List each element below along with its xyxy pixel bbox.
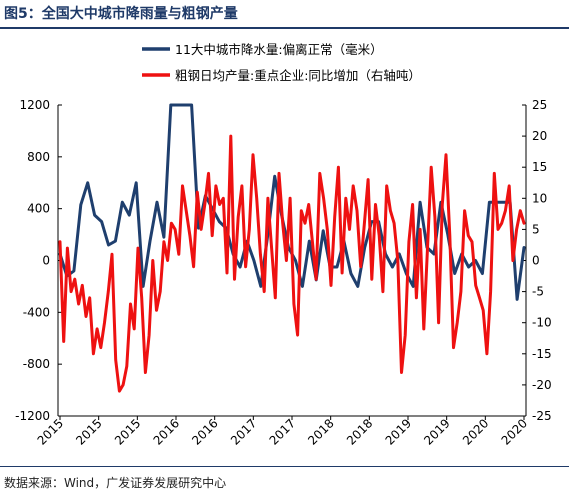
legend-label-rainfall: 11大中城市降水量:偏离正常（毫米） (175, 42, 383, 57)
x-tick-label: 2018 (305, 416, 336, 447)
x-axis-tick-labels: 2015 2015 2015 2016 2016 2017 2017 2018 2018 2019… (35, 416, 530, 448)
right-tick-label: 20 (532, 129, 547, 143)
title-divider (0, 27, 569, 29)
x-tick-label: 2019 (383, 416, 414, 447)
x-tick-label: 2016 (189, 416, 220, 447)
x-tick-label: 2016 (151, 416, 182, 447)
x-tick-label: 2019 (421, 416, 452, 447)
x-tick-label: 2020 (499, 416, 530, 447)
left-tick-label: 0 (42, 254, 50, 268)
dual-axis-line-chart: 11大中城市降水量:偏离正常（毫米） 粗钢日均产量:重点企业:同比增加（右轴吨）… (15, 42, 552, 448)
chart-legend: 11大中城市降水量:偏离正常（毫米） 粗钢日均产量:重点企业:同比增加（右轴吨） (142, 42, 421, 83)
x-tick-label: 2020 (460, 416, 491, 447)
left-tick-label: 800 (27, 150, 50, 164)
x-tick-label: 2015 (73, 416, 104, 447)
x-tick-label: 2017 (267, 416, 298, 447)
x-tick-label: 2015 (112, 416, 143, 447)
right-tick-label: 15 (532, 160, 547, 174)
steel-output-series-line (58, 134, 526, 393)
right-tick-label: -20 (532, 378, 552, 392)
x-tick-label: 2018 (344, 416, 375, 447)
series-lines (58, 103, 526, 393)
x-tick-label: 2017 (228, 416, 259, 447)
left-axis-tick-labels: 1200 800 400 0 -400 -800 -1200 (15, 98, 62, 423)
left-tick-label: -800 (23, 357, 50, 371)
legend-label-steel: 粗钢日均产量:重点企业:同比增加（右轴吨） (175, 68, 421, 83)
left-tick-label: 1200 (19, 98, 50, 112)
left-tick-label: -1200 (15, 409, 50, 423)
footer-divider (0, 466, 569, 467)
right-axis-tick-labels: 25 20 15 10 5 0 -5 -10 -15 -20 -25 (522, 98, 552, 423)
right-tick-label: 0 (532, 254, 540, 268)
right-tick-label: -25 (532, 409, 552, 423)
right-tick-label: 25 (532, 98, 547, 112)
right-tick-label: 10 (532, 191, 547, 205)
right-tick-label: -10 (532, 316, 552, 330)
right-tick-label: 5 (532, 222, 540, 236)
source-note: 数据来源：Wind，广发证券发展研究中心 (4, 476, 227, 490)
figure-title: 图5：全国大中城市降雨量与粗钢产量 (4, 6, 238, 22)
left-tick-label: 400 (27, 202, 50, 216)
right-tick-label: -5 (532, 285, 544, 299)
left-tick-label: -400 (23, 305, 50, 319)
right-tick-label: -15 (532, 347, 552, 361)
